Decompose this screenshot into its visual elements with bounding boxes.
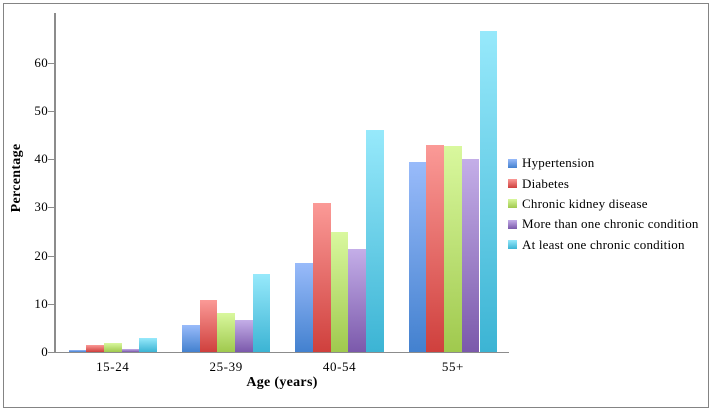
x-axis-title: Age (years) — [246, 375, 318, 390]
bar-diabetes-55+ — [426, 144, 445, 352]
legend-label: Diabetes — [522, 175, 570, 191]
legend-label: Chronic kidney disease — [522, 195, 648, 211]
legend-item: Chronic kidney disease — [508, 194, 699, 214]
legend-swatch-icon — [508, 219, 517, 229]
legend-label: Hypertension — [522, 155, 595, 171]
bar-more-than-one-chronic-condition-40-54 — [348, 249, 367, 352]
legend-label: More than one chronic condition — [522, 216, 699, 232]
legend-swatch-icon — [508, 240, 517, 250]
bar-hypertension-25-39 — [181, 325, 200, 352]
y-tick-label: 50 — [34, 102, 48, 118]
bar-hypertension-15-24 — [68, 350, 87, 352]
bar-chronic-kidney-disease-25-39 — [217, 313, 235, 352]
x-axis-line — [54, 351, 509, 353]
x-category-label-40-54: 40-54 — [322, 359, 357, 374]
bar-chronic-kidney-disease-55+ — [444, 145, 462, 352]
bar-more-than-one-chronic-condition-55+ — [461, 159, 480, 352]
x-category-label-25-39: 25-39 — [209, 359, 243, 374]
legend-swatch-icon — [508, 199, 517, 209]
x-category-label-55+: 55+ — [441, 359, 464, 374]
bar-at-least-one-chronic-condition-40-54 — [366, 130, 384, 352]
legend-item: Diabetes — [508, 173, 699, 193]
bar-at-least-one-chronic-condition-25-39 — [252, 274, 271, 352]
y-tick-mark — [48, 110, 54, 112]
legend-item: At least one chronic condition — [508, 235, 699, 255]
bar-chronic-kidney-disease-15-24 — [103, 343, 122, 352]
bar-at-least-one-chronic-condition-15-24 — [139, 338, 157, 352]
y-tick-label: 40 — [34, 151, 48, 167]
y-tick-label: 30 — [34, 199, 48, 215]
legend-item: More than one chronic condition — [508, 214, 699, 234]
bar-diabetes-40-54 — [313, 203, 331, 352]
y-axis-line — [54, 13, 56, 353]
legend-swatch-icon — [508, 179, 517, 189]
legend-label: At least one chronic condition — [522, 236, 685, 252]
legend-item: Hypertension — [508, 153, 699, 173]
bar-diabetes-15-24 — [86, 345, 104, 352]
bar-hypertension-55+ — [408, 162, 427, 352]
x-category-label-15-24: 15-24 — [96, 359, 130, 374]
bar-more-than-one-chronic-condition-15-24 — [121, 348, 140, 352]
y-tick-label: 20 — [34, 247, 48, 263]
legend: Hypertension Diabetes Chronic kidney disea… — [508, 153, 699, 255]
y-tick-mark — [48, 159, 54, 161]
y-tick-mark — [48, 352, 54, 353]
y-tick-mark — [48, 207, 54, 209]
legend-swatch-icon — [508, 158, 517, 168]
y-tick-mark — [48, 255, 54, 257]
y-tick-mark — [48, 303, 54, 305]
y-tick-label: 0 — [41, 344, 48, 359]
bar-diabetes-25-39 — [199, 300, 218, 352]
y-tick-mark — [48, 62, 54, 64]
bar-at-least-one-chronic-condition-55+ — [479, 30, 498, 352]
y-tick-label: 60 — [34, 54, 48, 70]
y-tick-label: 10 — [34, 295, 48, 311]
bar-more-than-one-chronic-condition-25-39 — [235, 320, 253, 352]
bar-chronic-kidney-disease-40-54 — [330, 232, 349, 352]
bar-hypertension-40-54 — [295, 263, 313, 352]
